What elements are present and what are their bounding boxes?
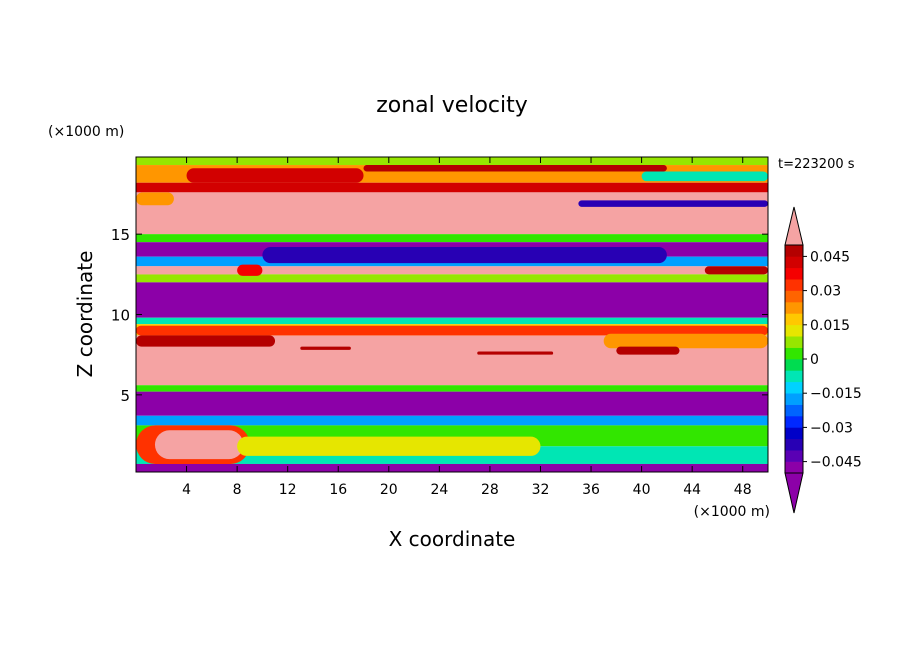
y-tick-label: 15 — [111, 226, 130, 244]
x-tick-label: 36 — [582, 482, 600, 498]
velocity-feature-4 — [136, 335, 276, 347]
colorbar-swatch — [785, 416, 803, 428]
y-tick-label: 10 — [111, 307, 130, 325]
colorbar-swatch — [785, 267, 803, 280]
colorbar-swatch — [785, 438, 803, 451]
velocity-band-14 — [136, 391, 768, 416]
colorbar-tick-label: 0 — [810, 352, 819, 368]
colorbar-swatch — [785, 245, 803, 257]
velocity-band-18 — [136, 463, 768, 472]
velocity-feature-6 — [616, 346, 680, 355]
time-label: t=223200 s — [778, 157, 855, 172]
x-axis-label: X coordinate — [389, 527, 516, 551]
colorbar-under-arrow — [784, 472, 804, 514]
velocity-feature-1 — [154, 430, 244, 460]
y-axis-label: Z coordinate — [73, 251, 97, 378]
velocity-band-9 — [136, 282, 768, 318]
x-tick-label: 12 — [279, 482, 297, 498]
y-axis-ticks: 5 10 15 — [111, 226, 768, 405]
velocity-feature-15 — [186, 168, 364, 183]
velocity-band-4 — [136, 234, 768, 243]
colorbar-over-arrow — [784, 206, 804, 246]
velocity-feature-10 — [237, 264, 263, 276]
colorbar-swatch — [785, 393, 803, 405]
velocity-band-0 — [136, 157, 768, 166]
velocity-band-13 — [136, 385, 768, 392]
velocity-feature-7 — [477, 351, 554, 355]
colorbar-swatch — [785, 359, 803, 371]
colorbar-swatch — [785, 450, 803, 462]
colorbar: 0.045 0.03 0.015 0 −0.015 −0.03 −0.045 — [784, 206, 862, 514]
velocity-feature-16 — [363, 165, 667, 172]
colorbar-swatch — [785, 324, 803, 337]
velocity-band-8 — [136, 274, 768, 283]
velocity-band-10 — [136, 317, 768, 325]
colorbar-swatch — [785, 381, 803, 394]
x-unit-label: (×1000 m) — [694, 504, 770, 520]
colorbar-swatch — [785, 313, 803, 326]
x-tick-label: 28 — [481, 482, 499, 498]
colorbar-swatch — [785, 256, 803, 269]
velocity-feature-12 — [262, 247, 667, 264]
velocity-feature-17 — [641, 171, 768, 182]
x-tick-label: 8 — [233, 482, 242, 498]
velocity-feature-2 — [237, 436, 541, 456]
x-tick-label: 24 — [430, 482, 448, 498]
velocity-feature-13 — [578, 200, 768, 207]
x-tick-label: 44 — [683, 482, 701, 498]
colorbar-swatch — [785, 461, 803, 474]
x-tick-label: 48 — [734, 482, 752, 498]
colorbar-swatch — [785, 427, 803, 440]
x-tick-label: 16 — [329, 482, 347, 498]
velocity-feature-5 — [603, 333, 768, 349]
colorbar-swatch — [785, 279, 803, 291]
velocity-feature-8 — [300, 346, 351, 350]
x-axis-ticks: 4 8 12 16 20 24 28 32 36 40 44 48 — [182, 157, 752, 498]
velocity-feature-9 — [136, 266, 238, 275]
y-tick-label: 5 — [120, 387, 130, 405]
colorbar-tick-label: −0.03 — [810, 420, 853, 436]
y-unit-label: (×1000 m) — [48, 124, 124, 140]
chart-title: zonal velocity — [376, 93, 528, 118]
colorbar-swatch — [785, 347, 803, 360]
x-tick-label: 20 — [380, 482, 398, 498]
velocity-band-2 — [136, 182, 768, 193]
colorbar-swatch — [785, 370, 803, 383]
colorbar-tick-label: −0.045 — [810, 455, 862, 471]
velocity-band-15 — [136, 415, 768, 426]
velocity-band-3 — [136, 192, 768, 235]
plot-area — [136, 157, 768, 472]
colorbar-tick-label: 0.015 — [810, 318, 850, 334]
colorbar-tick-label: 0.03 — [810, 284, 841, 300]
colorbar-swatch — [785, 290, 803, 303]
velocity-feature-14 — [136, 192, 174, 206]
colorbar-tick-label: −0.015 — [810, 386, 862, 402]
x-tick-label: 32 — [532, 482, 550, 498]
velocity-feature-3 — [136, 325, 768, 336]
velocity-band-7 — [136, 266, 768, 275]
colorbar-tick-label: 0.045 — [810, 249, 850, 265]
x-tick-label: 40 — [633, 482, 651, 498]
x-tick-label: 4 — [182, 482, 191, 498]
colorbar-swatch — [785, 336, 803, 348]
colorbar-swatch — [785, 404, 803, 417]
velocity-feature-11 — [704, 266, 768, 275]
colorbar-swatch — [785, 302, 803, 314]
